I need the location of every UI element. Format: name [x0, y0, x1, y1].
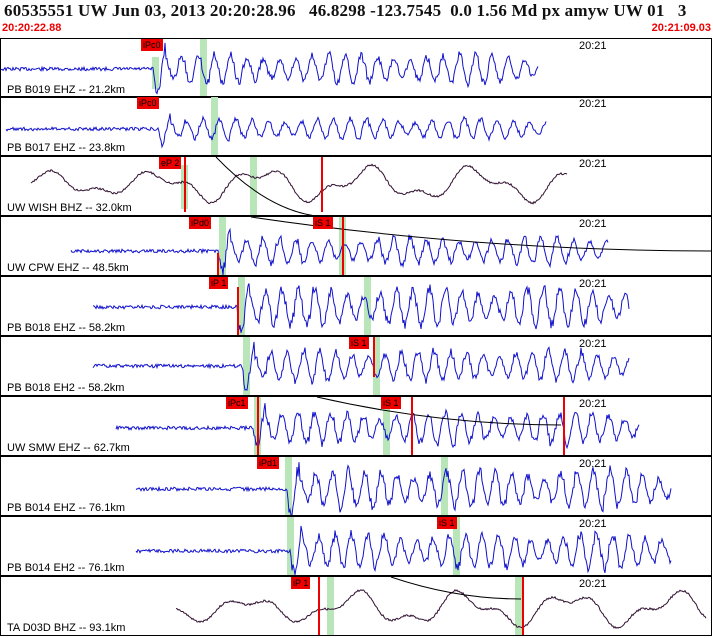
- waveform-line: [92, 341, 630, 391]
- pick-marker[interactable]: [373, 337, 375, 377]
- coda-curve: [215, 157, 314, 215]
- seismogram-panel[interactable]: iPc0 20:21 PB B019 EHZ -- 21.2km iPc0 20:21 P…: [0, 38, 713, 638]
- time-tick: 20:21: [579, 278, 607, 290]
- coda-curve: [390, 577, 522, 600]
- analysis-window: [238, 277, 245, 335]
- pick-marker[interactable]: [321, 157, 323, 212]
- waveform: [176, 577, 707, 629]
- trace-row[interactable]: eP 2 20:21 UW WISH BHZ -- 32.0km: [0, 156, 712, 216]
- waveform-line: [5, 113, 547, 149]
- analysis-window: [285, 457, 292, 515]
- analysis-window: [211, 97, 218, 155]
- analysis-window: [152, 57, 159, 89]
- trace-row[interactable]: iPc0 20:21 PB B017 EHZ -- 23.8km: [0, 96, 712, 156]
- waveform: [30, 157, 568, 215]
- trace-row[interactable]: iP 1 20:21 PB B018 EHZ -- 58.2km: [0, 276, 712, 336]
- waveform: [135, 462, 672, 515]
- waveform-line: [135, 462, 672, 515]
- phase-pick-label[interactable]: iS 1: [381, 397, 401, 409]
- station-label: UW CPW EHZ -- 48.5km: [7, 262, 129, 274]
- analysis-window: [373, 337, 380, 395]
- pick-marker[interactable]: [257, 397, 259, 455]
- trace-row[interactable]: iPd1 20:21 PB B014 EHZ -- 76.1km: [0, 456, 712, 516]
- pick-marker[interactable]: [563, 397, 565, 455]
- phase-pick-label[interactable]: iS 1: [437, 517, 457, 529]
- analysis-window: [200, 39, 207, 97]
- pick-marker[interactable]: [342, 217, 344, 275]
- phase-pick-label[interactable]: iPc0: [137, 97, 159, 109]
- pick-marker[interactable]: [217, 253, 219, 275]
- analysis-window: [250, 157, 257, 215]
- waveform-line: [30, 163, 568, 205]
- pick-marker[interactable]: [237, 287, 239, 335]
- pick-marker[interactable]: [184, 157, 186, 212]
- analysis-window: [515, 577, 522, 635]
- pick-marker[interactable]: [522, 577, 524, 635]
- waveform: [5, 113, 547, 149]
- pick-marker[interactable]: [411, 397, 413, 455]
- station-label: PB B014 EH2 -- 76.1km: [7, 562, 125, 574]
- time-tick: 20:21: [579, 518, 607, 530]
- waveform-line: [115, 403, 640, 450]
- phase-pick-label[interactable]: iS 1: [313, 217, 333, 229]
- analysis-window: [287, 517, 294, 575]
- phase-pick-label[interactable]: iPc1: [226, 397, 248, 409]
- start-time: 20:20:22.88: [2, 22, 62, 34]
- trace-row[interactable]: iS 1 20:21 PB B014 EH2 -- 76.1km: [0, 516, 712, 576]
- waveform: [92, 283, 630, 333]
- station-label: PB B014 EHZ -- 76.1km: [7, 502, 125, 514]
- station-label: UW SMW EHZ -- 62.7km: [7, 442, 130, 454]
- end-time: 20:21:09.03: [651, 22, 711, 34]
- time-tick: 20:21: [579, 338, 607, 350]
- station-label: PB B018 EH2 -- 58.2km: [7, 382, 125, 394]
- analysis-window: [219, 217, 226, 275]
- analysis-window: [243, 337, 250, 395]
- waveform: [115, 397, 640, 450]
- trace-row[interactable]: iP 1 20:21 TA D03D BHZ -- 93.1km: [0, 576, 712, 636]
- station-label: PB B018 EHZ -- 58.2km: [7, 322, 125, 334]
- phase-pick-label[interactable]: iS 1: [349, 337, 369, 349]
- station-label: PB B017 EHZ -- 23.8km: [7, 142, 125, 154]
- time-tick: 20:21: [579, 40, 607, 52]
- time-tick: 20:21: [579, 158, 607, 170]
- event-title: 60535551 UW Jun 03, 2013 20:20:28.96 46.…: [4, 1, 687, 20]
- analysis-window: [441, 457, 448, 515]
- phase-pick-label[interactable]: iP 1: [209, 277, 229, 289]
- trace-row[interactable]: iPc0 20:21 PB B019 EHZ -- 21.2km: [0, 38, 712, 98]
- phase-pick-label[interactable]: iPc0: [141, 39, 163, 51]
- coda-curve: [316, 397, 562, 426]
- waveform-line: [70, 227, 609, 275]
- analysis-window: [453, 517, 460, 575]
- pick-marker[interactable]: [318, 577, 320, 635]
- waveform-line: [135, 525, 672, 575]
- waveform: [135, 525, 672, 575]
- phase-pick-label[interactable]: iP 1: [291, 577, 311, 589]
- time-tick: 20:21: [579, 218, 607, 230]
- waveform-line: [1, 42, 539, 95]
- waveform-line: [92, 283, 630, 333]
- station-label: TA D03D BHZ -- 93.1km: [7, 622, 126, 634]
- trace-row[interactable]: iS 1 20:21 PB B018 EH2 -- 58.2km: [0, 336, 712, 396]
- phase-pick-label[interactable]: iPd0: [189, 217, 212, 229]
- time-tick: 20:21: [579, 398, 607, 410]
- phase-pick-label[interactable]: iPd1: [257, 457, 280, 469]
- waveform-line: [176, 588, 707, 629]
- time-tick: 20:21: [579, 578, 607, 590]
- time-tick: 20:21: [579, 98, 607, 110]
- trace-row[interactable]: iPd0 iS 1 20:21 UW CPW EHZ -- 48.5km: [0, 216, 712, 276]
- station-label: PB B019 EHZ -- 21.2km: [7, 84, 125, 96]
- analysis-window: [383, 397, 390, 455]
- time-tick: 20:21: [579, 458, 607, 470]
- waveform: [92, 341, 630, 391]
- waveform: [1, 42, 539, 95]
- phase-pick-label[interactable]: eP 2: [159, 157, 182, 169]
- analysis-window: [327, 577, 334, 635]
- trace-row[interactable]: iPc1 iS 1 20:21 UW SMW EHZ -- 62.7km: [0, 396, 712, 456]
- station-label: UW WISH BHZ -- 32.0km: [7, 202, 132, 214]
- header: 60535551 UW Jun 03, 2013 20:20:28.96 46.…: [0, 0, 713, 38]
